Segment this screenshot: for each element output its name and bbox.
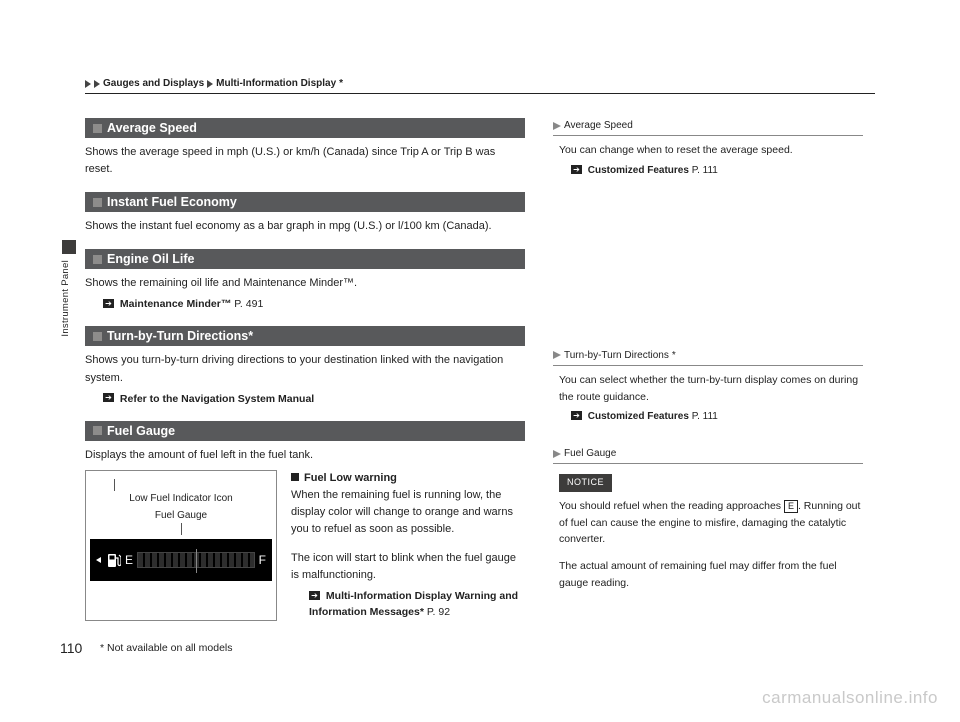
cross-reference: ➔ Multi-Information Display Warning and …: [309, 588, 525, 621]
gauge-empty-label: E: [125, 553, 133, 567]
callout-line: [181, 523, 182, 535]
section-title: Turn-by-Turn Directions*: [107, 329, 253, 343]
callout-line: [114, 479, 115, 491]
sidebar-block-turn-by-turn: Turn-by-Turn Directions * You can select…: [553, 348, 863, 425]
breadcrumb: Gauges and Displays Multi-Information Di…: [85, 78, 875, 89]
reference-title: Customized Features: [588, 165, 689, 176]
sidebar-body: You should refuel when the reading appro…: [553, 498, 863, 548]
sidebar-header-text: Average Speed: [564, 118, 633, 133]
breadcrumb-part1: Gauges and Displays: [103, 78, 204, 89]
section-body: Shows the average speed in mph (U.S.) or…: [85, 144, 525, 178]
cross-reference: ➔ Maintenance Minder™ P. 491: [103, 296, 525, 312]
chevron-right-icon: [207, 80, 213, 88]
empty-indicator-box: E: [784, 500, 798, 513]
chevron-right-icon: [553, 450, 561, 458]
notice-badge: NOTICE: [559, 474, 612, 492]
reference-icon: ➔: [571, 411, 582, 420]
gauge-full-label: F: [259, 553, 266, 567]
cross-reference: ➔ Refer to the Navigation System Manual: [103, 391, 525, 407]
sidebar-header-text: Fuel Gauge: [564, 446, 616, 461]
sidebar-header-text: Turn-by-Turn Directions: [564, 348, 669, 363]
reference-icon: ➔: [103, 299, 114, 308]
fuel-gauge-display: E F: [90, 539, 272, 581]
sidebar-column: Average Speed You can change when to res…: [553, 118, 863, 652]
reference-title: Maintenance Minder™: [120, 298, 231, 310]
section-title: Instant Fuel Economy: [107, 195, 237, 209]
reference-icon: ➔: [309, 591, 320, 600]
sidebar-header-asterisk: *: [672, 348, 676, 363]
square-bullet-icon: [93, 198, 102, 207]
sidebar-header: Fuel Gauge: [553, 446, 863, 464]
page-content: Gauges and Displays Multi-Information Di…: [85, 78, 875, 652]
cross-reference: ➔ Customized Features P. 111: [553, 163, 863, 178]
section-header-fuel-gauge: Fuel Gauge: [85, 421, 525, 441]
fuel-low-warning-header: Fuel Low warning: [291, 470, 525, 487]
fuel-pump-icon: [107, 552, 121, 568]
chevron-right-icon: [553, 122, 561, 130]
arrow-left-icon: [96, 557, 101, 563]
section-title: Engine Oil Life: [107, 252, 195, 266]
cross-reference: ➔ Customized Features P. 111: [553, 409, 863, 424]
breadcrumb-asterisk: *: [339, 78, 343, 89]
fuel-low-warning-p2: The icon will start to blink when the fu…: [291, 550, 525, 584]
section-title: Average Speed: [107, 121, 197, 135]
square-bullet-icon: [93, 426, 102, 435]
fuel-low-warning-text: Fuel Low warning When the remaining fuel…: [291, 470, 525, 621]
section-header-turn-by-turn: Turn-by-Turn Directions*: [85, 326, 525, 346]
side-tab-label: Instrument Panel: [60, 260, 71, 337]
square-bullet-icon: [93, 332, 102, 341]
section-title: Fuel Gauge: [107, 424, 175, 438]
square-bullet-icon: [93, 255, 102, 264]
section-header-instant-fuel: Instant Fuel Economy: [85, 192, 525, 212]
section-body: Shows the remaining oil life and Mainten…: [85, 275, 525, 312]
section-body: Displays the amount of fuel left in the …: [85, 447, 525, 464]
section-body: Shows the instant fuel economy as a bar …: [85, 218, 525, 235]
sidebar-block-average-speed: Average Speed You can change when to res…: [553, 118, 863, 178]
chevron-right-icon: [94, 80, 100, 88]
sidebar-header: Turn-by-Turn Directions *: [553, 348, 863, 366]
sidebar-block-fuel-gauge: Fuel Gauge NOTICE You should refuel when…: [553, 446, 863, 591]
footnote: * Not available on all models: [100, 642, 233, 654]
section-body-text: Shows you turn-by-turn driving direction…: [85, 354, 503, 383]
page-number: 110: [60, 640, 82, 656]
reference-icon: ➔: [103, 393, 114, 402]
sidebar-body: You can change when to reset the average…: [553, 142, 863, 159]
breadcrumb-part2: Multi-Information Display: [216, 78, 336, 89]
sidebar-header: Average Speed: [553, 118, 863, 136]
main-column: Average Speed Shows the average speed in…: [85, 118, 525, 652]
chevron-right-icon: [85, 80, 91, 88]
section-header-average-speed: Average Speed: [85, 118, 525, 138]
reference-page: P. 111: [689, 165, 718, 176]
reference-icon: ➔: [571, 165, 582, 174]
side-tab-marker: [62, 240, 76, 254]
sidebar-body: The actual amount of remaining fuel may …: [553, 558, 863, 592]
reference-title: Refer to the Navigation System Manual: [120, 393, 314, 405]
divider: [85, 93, 875, 94]
reference-title: Customized Features: [588, 411, 689, 422]
section-header-engine-oil: Engine Oil Life: [85, 249, 525, 269]
square-bullet-icon: [93, 124, 102, 133]
notice-text-1a: You should refuel when the reading appro…: [559, 500, 784, 512]
reference-title: Multi-Information Display Warning and In…: [309, 590, 518, 618]
callout-fuel-gauge: Fuel Gauge: [90, 510, 272, 521]
watermark: carmanualsonline.info: [762, 688, 938, 708]
callout-low-fuel: Low Fuel Indicator Icon: [90, 493, 272, 504]
side-tab: Instrument Panel: [60, 240, 78, 337]
reference-page: P. 111: [689, 411, 718, 422]
section-body-text: Shows the remaining oil life and Mainten…: [85, 277, 357, 289]
chevron-right-icon: [553, 351, 561, 359]
fuel-low-warning-p1: When the remaining fuel is running low, …: [291, 487, 525, 538]
fuel-gauge-bars: [137, 552, 255, 568]
section-body: Shows you turn-by-turn driving direction…: [85, 352, 525, 406]
sidebar-body: You can select whether the turn-by-turn …: [553, 372, 863, 406]
reference-page: P. 491: [231, 298, 263, 310]
fuel-gauge-row: Low Fuel Indicator Icon Fuel Gauge E F F…: [85, 470, 525, 621]
reference-page: P. 92: [424, 606, 450, 618]
fuel-gauge-figure: Low Fuel Indicator Icon Fuel Gauge E F: [85, 470, 277, 621]
